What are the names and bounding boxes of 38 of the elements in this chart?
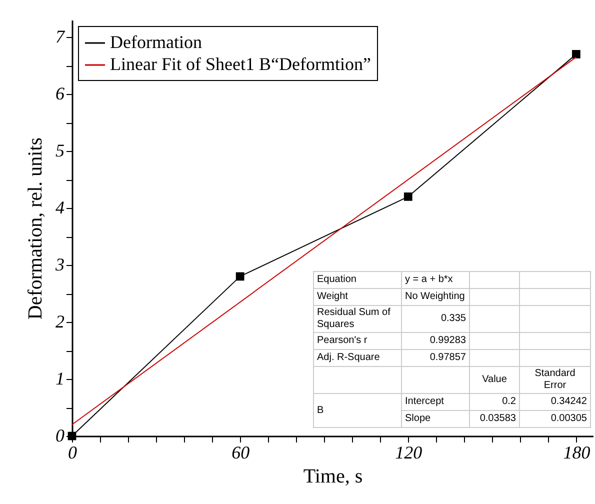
y-tick-label: 6 [56,84,64,104]
y-axis-title: Deformation, rel. units [24,137,46,320]
point [404,192,412,201]
annotation: Adj. R-Square [314,350,402,366]
x-tick-label: 0 [68,442,77,462]
y-tick-label: 1 [56,368,64,389]
y-tick-label: 7 [56,26,66,47]
annotation: 0.03583 [470,410,520,428]
point [236,272,244,281]
annotation: 0.335 [402,306,470,332]
annotation: Residual Sum of Squares [314,306,402,332]
annotation: Intercept [402,394,470,410]
y-tick-label: 3 [54,254,64,275]
annotation: Pearson's r [314,332,402,350]
y-tick-label: 5 [56,140,64,161]
point [572,50,580,58]
legend-label: Linear Fit of Sheet1 B“Deformtion” [110,54,371,74]
annotation: Slope [402,410,470,428]
annotation: Equation [314,272,402,288]
annotation: 0.97857 [402,350,470,366]
annotation: Value [470,366,520,394]
y-tick-label: 4 [56,198,64,218]
x-axis-title: Time, s [303,466,363,488]
annotation: Standard Error [520,366,590,394]
y-tick-label: 2 [56,312,64,332]
annotation: Weight [314,288,402,306]
legend-label: Deformation [110,32,202,52]
annotation: 0.00305 [520,410,590,428]
annotation: B [314,394,402,428]
x-tick-label: 120 [395,442,422,462]
annotation: 0.34242 [520,394,590,410]
annotation: No Weighting [402,288,470,306]
annotation: 0.2 [470,394,520,410]
x-tick-label: 60 [232,442,250,462]
x-tick-label: 180 [563,442,590,462]
y-tick-label: 0 [56,426,64,446]
annotation: 0.99283 [402,332,470,350]
annotation: y = a + b*x [402,272,470,288]
